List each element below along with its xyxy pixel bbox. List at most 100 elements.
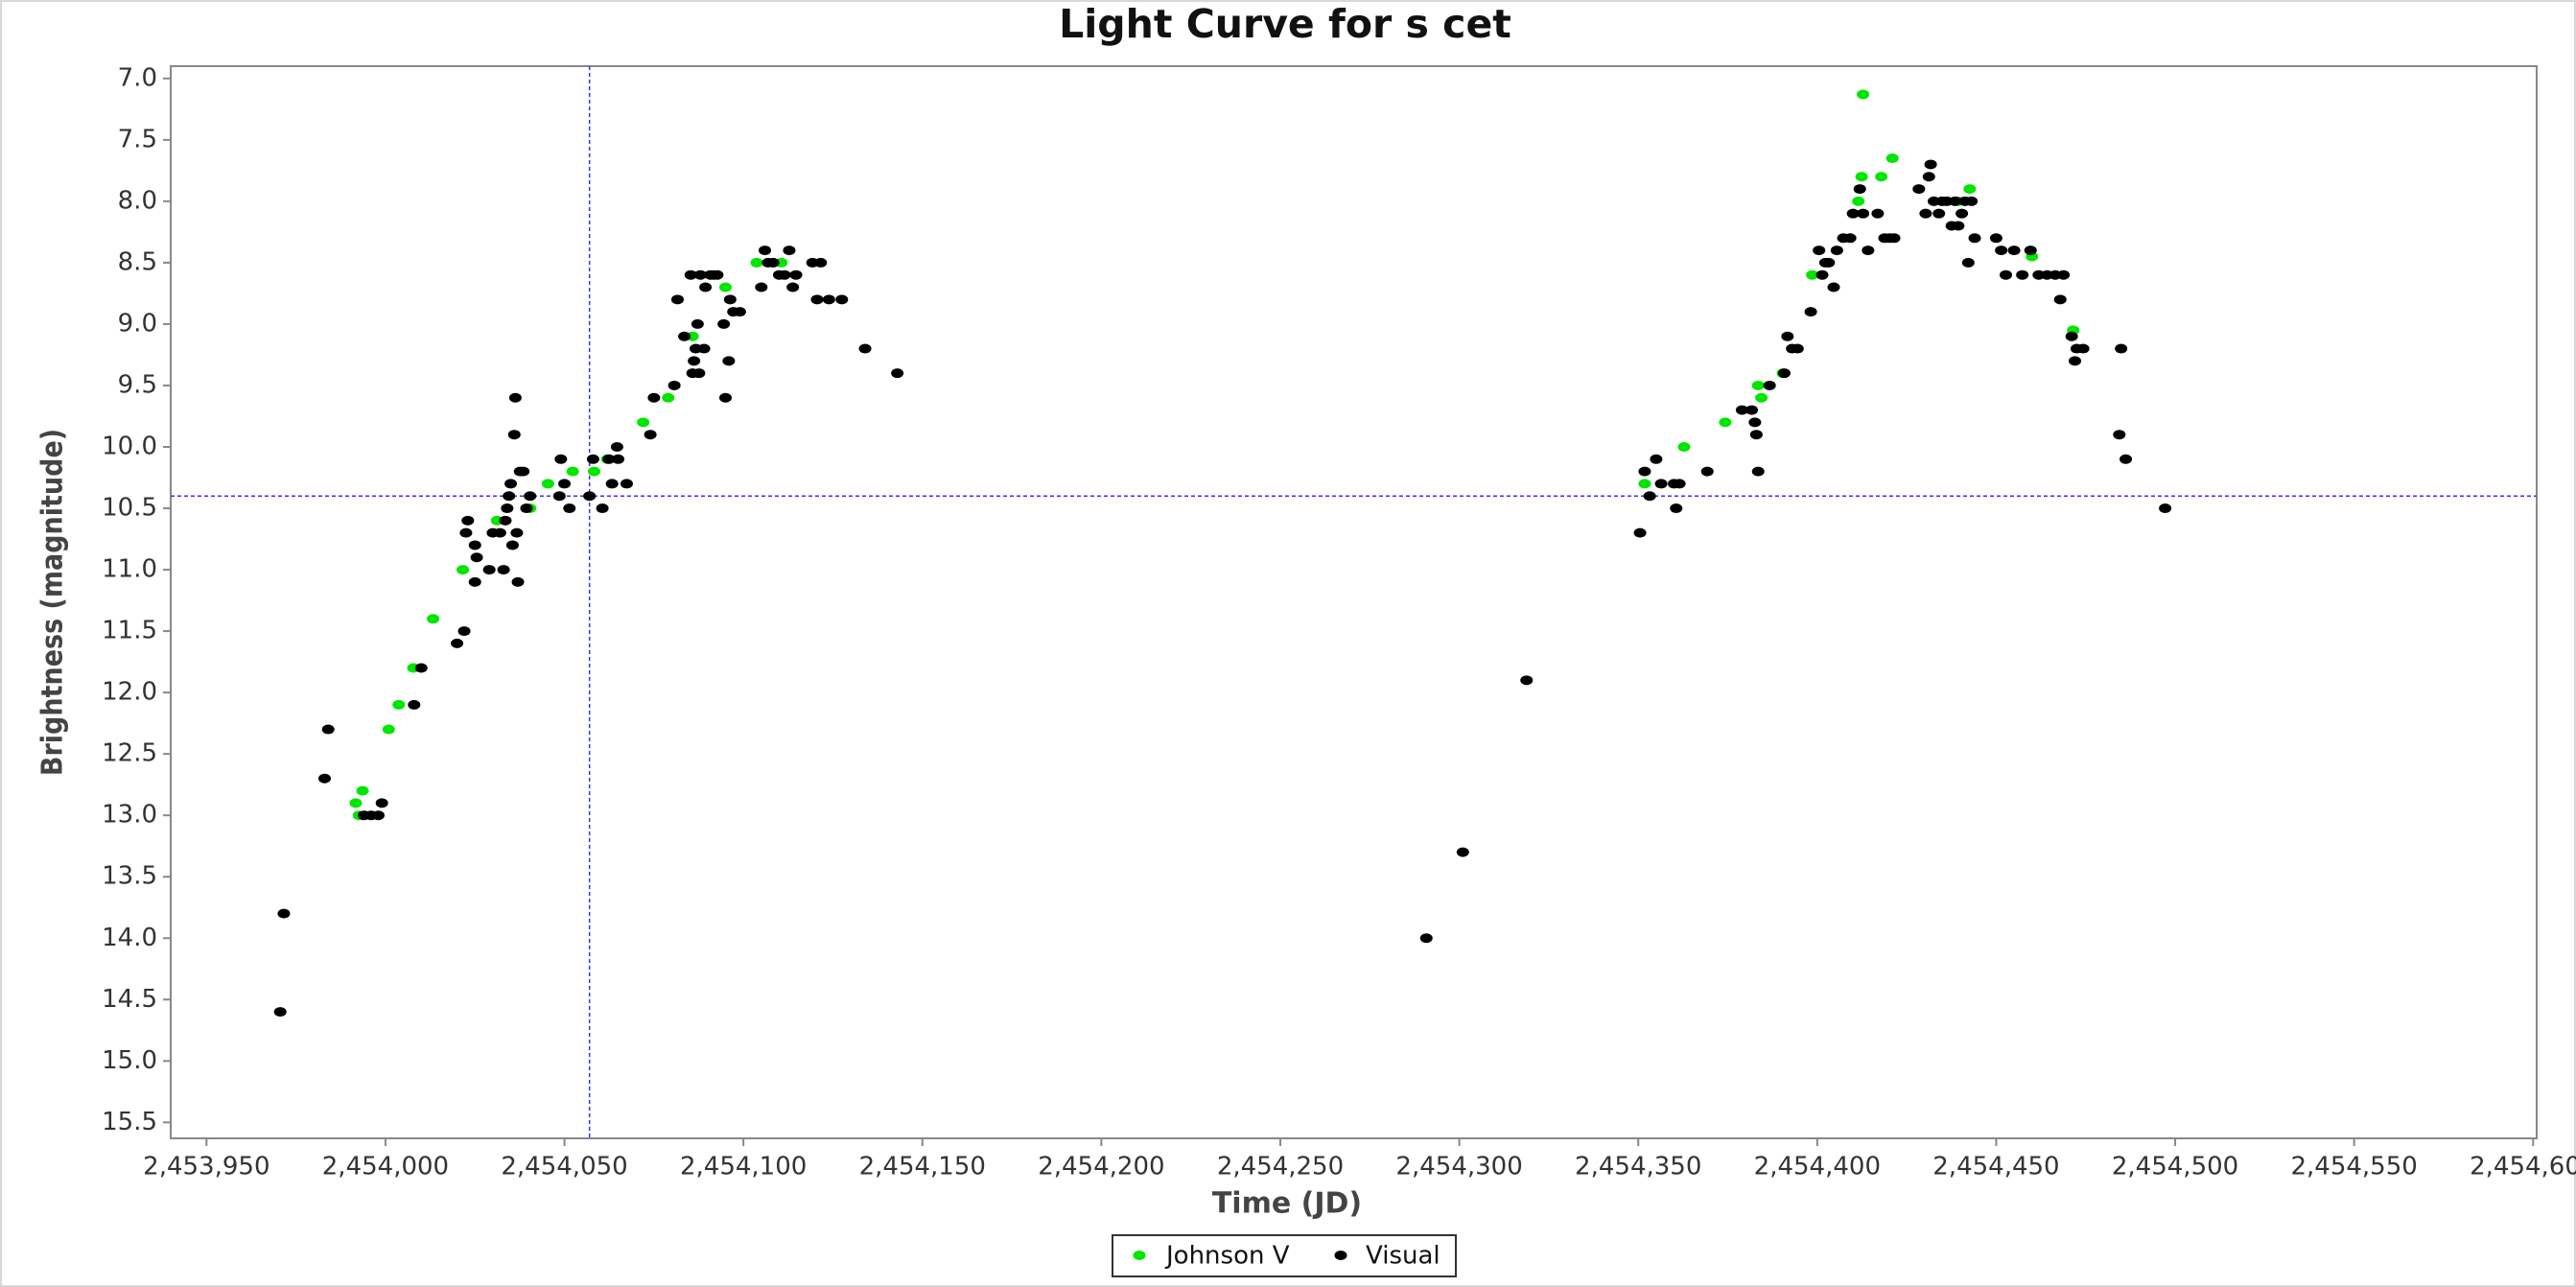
- data-point: [1852, 196, 1865, 206]
- data-point: [620, 479, 633, 489]
- data-point: [427, 614, 440, 624]
- data-point: [723, 294, 737, 305]
- y-tick-label: 8.5: [118, 247, 157, 276]
- data-point: [520, 503, 533, 514]
- data-point: [1735, 405, 1748, 415]
- data-point: [1871, 208, 1885, 219]
- y-tick-label: 8.0: [118, 186, 157, 215]
- data-point: [273, 1007, 287, 1018]
- x-tick-label: 2,454,050: [501, 1153, 627, 1182]
- data-point: [563, 503, 576, 514]
- data-point: [371, 810, 385, 821]
- data-point: [414, 663, 428, 673]
- legend-label: Johnson V: [1164, 1242, 1290, 1271]
- data-point: [1963, 184, 1977, 195]
- data-point: [2076, 343, 2090, 354]
- data-point: [511, 576, 525, 587]
- y-tick-label: 9.0: [118, 309, 157, 338]
- data-point: [508, 392, 522, 403]
- data-point: [510, 527, 524, 538]
- data-point: [1968, 233, 1981, 244]
- data-point: [750, 257, 763, 268]
- plot-area: [170, 65, 2538, 1139]
- data-point: [1700, 466, 1714, 477]
- data-point: [1855, 172, 1868, 182]
- data-point: [891, 368, 904, 379]
- data-point: [382, 724, 395, 735]
- data-point: [697, 343, 711, 354]
- data-point: [835, 294, 849, 305]
- data-point: [457, 565, 470, 575]
- x-tick-label: 2,454,100: [680, 1153, 807, 1182]
- data-point: [1804, 307, 1817, 317]
- data-point: [692, 368, 706, 379]
- data-point: [1791, 343, 1804, 354]
- data-point: [2115, 343, 2128, 354]
- x-tick-label: 2,454,550: [2290, 1153, 2417, 1182]
- data-point: [1952, 221, 1965, 231]
- data-point: [1857, 208, 1870, 219]
- legend-label: Visual: [1366, 1242, 1440, 1271]
- data-point: [670, 294, 684, 305]
- y-tick-label: 10.5: [102, 494, 157, 523]
- data-point: [644, 430, 657, 440]
- data-point: [470, 552, 483, 563]
- data-point: [1643, 491, 1656, 502]
- data-point: [408, 699, 421, 710]
- data-point: [667, 380, 681, 390]
- data-point: [558, 479, 572, 489]
- data-point: [1520, 675, 1534, 686]
- data-point: [1961, 257, 1975, 268]
- y-tick-label: 12.5: [102, 739, 157, 768]
- data-point: [2159, 503, 2172, 514]
- data-point: [1995, 246, 2008, 256]
- data-point: [789, 269, 803, 280]
- data-point: [524, 491, 537, 502]
- data-point: [1887, 233, 1901, 244]
- data-point: [759, 246, 772, 256]
- data-point: [468, 576, 481, 587]
- data-point: [783, 246, 796, 256]
- data-point: [459, 527, 473, 538]
- data-point: [2024, 246, 2037, 256]
- data-point: [858, 343, 872, 354]
- x-tick-label: 2,454,000: [322, 1153, 449, 1182]
- data-point: [717, 318, 731, 329]
- data-point: [2007, 246, 2021, 256]
- data-point: [1912, 184, 1926, 195]
- data-point: [504, 479, 518, 489]
- data-point: [499, 515, 512, 526]
- data-point: [711, 269, 724, 280]
- data-point: [1857, 89, 1870, 100]
- data-point: [637, 417, 650, 428]
- y-tick-label: 15.5: [102, 1108, 157, 1136]
- y-tick-label: 10.0: [102, 432, 157, 460]
- data-point: [1922, 172, 1935, 182]
- data-point: [718, 282, 732, 292]
- data-point: [1677, 441, 1691, 452]
- x-tick-label: 2,454,600: [2470, 1153, 2576, 1182]
- data-point: [691, 318, 704, 329]
- data-point: [1875, 172, 1888, 182]
- y-tick-label: 7.0: [118, 63, 157, 92]
- x-tick-label: 2,454,450: [1932, 1153, 2059, 1182]
- y-tick-label: 9.5: [118, 370, 157, 399]
- data-point: [277, 908, 291, 919]
- x-tick-label: 2,454,500: [2112, 1153, 2238, 1182]
- data-point: [375, 798, 388, 808]
- data-point: [1748, 417, 1762, 428]
- data-point: [1989, 233, 2002, 244]
- data-point: [503, 491, 516, 502]
- data-point: [1806, 269, 1819, 280]
- data-point: [2000, 269, 2013, 280]
- legend-marker: [1334, 1251, 1347, 1260]
- data-point: [497, 565, 510, 575]
- data-point: [317, 773, 331, 784]
- data-point: [1853, 184, 1866, 195]
- data-point: [586, 454, 599, 464]
- data-point: [610, 441, 623, 452]
- data-point: [733, 307, 746, 317]
- legend-marker: [1133, 1251, 1146, 1260]
- data-point: [2016, 269, 2029, 280]
- data-point: [602, 454, 616, 464]
